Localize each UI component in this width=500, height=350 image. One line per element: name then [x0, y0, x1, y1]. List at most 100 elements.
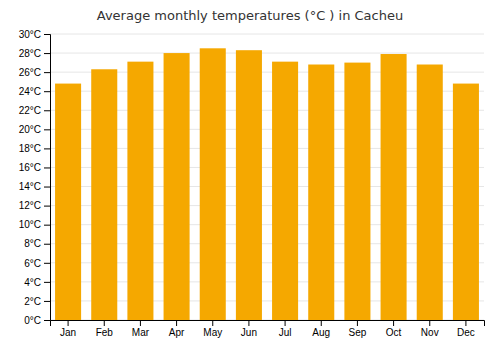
y-tick: 18°C	[19, 143, 50, 154]
y-tick-mark	[44, 320, 50, 321]
y-tick-mark	[44, 34, 50, 35]
grid	[50, 34, 484, 320]
y-tick: 10°C	[19, 219, 50, 230]
x-tick-label: Feb	[96, 327, 114, 338]
y-tick-mark	[44, 206, 50, 207]
y-tick: 22°C	[19, 105, 50, 116]
y-tick-mark	[44, 91, 50, 92]
y-tick-mark	[44, 244, 50, 245]
x-axis-line	[51, 321, 485, 327]
x-tick: Sep	[349, 320, 367, 338]
y-tick: 2°C	[24, 296, 50, 307]
x-tick-label: Mar	[132, 327, 150, 338]
grid-line	[50, 34, 484, 35]
y-tick: 30°C	[19, 29, 50, 40]
x-tick-label: Sep	[349, 327, 367, 338]
y-tick-label: 16°C	[19, 162, 41, 173]
bars	[55, 48, 479, 320]
y-tick-label: 8°C	[24, 238, 41, 249]
x-tick: Dec	[457, 320, 475, 338]
y-tick: 8°C	[24, 238, 50, 249]
title: Average monthly temperatures (°C ) in Ca…	[97, 8, 403, 23]
bar	[164, 53, 190, 320]
y-tick-mark	[44, 225, 50, 226]
y-tick-mark	[44, 167, 50, 168]
x-tick-mark	[68, 320, 69, 326]
x-tick-mark	[248, 320, 249, 326]
x-axis: Jan Feb Mar Apr May Jun Jul Aug Sep Oct Nov Dec	[51, 320, 485, 338]
bar	[272, 62, 298, 320]
x-tick: Aug	[312, 320, 330, 338]
x-tick-mark	[321, 320, 322, 326]
y-tick-label: 26°C	[19, 67, 41, 78]
x-tick: Feb	[96, 320, 114, 338]
y-tick-mark	[44, 148, 50, 149]
y-tick-label: 22°C	[19, 105, 41, 116]
chart: 0°C 2°C 4°C 6°C 8°C 10°C 12°C 14°C 16°C 18°C 20°C 2…	[0, 0, 500, 350]
y-tick: 24°C	[19, 86, 50, 97]
x-tick-mark	[465, 320, 466, 326]
x-tick-label: Nov	[421, 327, 439, 338]
bar	[417, 65, 443, 320]
x-tick: Nov	[421, 320, 439, 338]
y-tick-mark	[44, 53, 50, 54]
bar	[236, 50, 262, 320]
y-tick-label: 6°C	[24, 258, 41, 269]
x-tick-label: Jun	[241, 327, 257, 338]
y-tick-mark	[44, 187, 50, 188]
y-tick: 12°C	[19, 200, 50, 211]
y-tick: 4°C	[24, 277, 50, 288]
y-tick-label: 24°C	[19, 86, 41, 97]
x-tick-mark	[140, 320, 141, 326]
y-tick-label: 28°C	[19, 48, 41, 59]
x-tick-label: Aug	[312, 327, 330, 338]
x-tick-mark	[285, 320, 286, 326]
x-tick: Oct	[386, 320, 402, 338]
bar	[127, 62, 153, 320]
plot: 0°C 2°C 4°C 6°C 8°C 10°C 12°C 14°C 16°C 18°C 20°C 2…	[19, 29, 485, 338]
y-tick-label: 18°C	[19, 143, 41, 154]
bar	[91, 69, 117, 320]
x-tick-label: Dec	[457, 327, 475, 338]
x-tick: Mar	[132, 320, 150, 338]
bar	[381, 54, 407, 320]
y-tick-label: 30°C	[19, 29, 41, 40]
x-tick-label: May	[203, 327, 222, 338]
y-tick-label: 20°C	[19, 124, 41, 135]
x-tick-mark	[176, 320, 177, 326]
y-tick-mark	[44, 301, 50, 302]
y-axis-line	[44, 35, 51, 321]
x-tick-label: Jul	[279, 327, 292, 338]
bar	[308, 65, 334, 320]
y-tick-mark	[44, 129, 50, 130]
y-tick-mark	[44, 110, 50, 111]
x-tick: Jun	[241, 320, 257, 338]
y-tick: 16°C	[19, 162, 50, 173]
x-tick-mark	[357, 320, 358, 326]
y-tick: 26°C	[19, 67, 50, 78]
bar	[344, 63, 370, 320]
y-tick-label: 4°C	[24, 277, 41, 288]
y-tick-label: 14°C	[19, 181, 41, 192]
y-axis: 0°C 2°C 4°C 6°C 8°C 10°C 12°C 14°C 16°C 18°C 20°C 2…	[19, 29, 51, 326]
x-tick-label: Jan	[60, 327, 76, 338]
y-tick-mark	[44, 263, 50, 264]
x-tick: Jul	[279, 320, 292, 338]
y-tick: 0°C	[24, 315, 50, 326]
grid-line	[50, 53, 484, 54]
x-tick-mark	[104, 320, 105, 326]
y-tick: 20°C	[19, 124, 50, 135]
y-tick-label: 12°C	[19, 200, 41, 211]
y-tick-label: 10°C	[19, 219, 41, 230]
y-tick: 28°C	[19, 48, 50, 59]
x-tick-label: Apr	[169, 327, 185, 338]
bar	[453, 84, 479, 320]
y-tick-mark	[44, 282, 50, 283]
x-tick-mark	[429, 320, 430, 326]
y-tick-label: 0°C	[24, 315, 41, 326]
y-tick-label: 2°C	[24, 296, 41, 307]
x-tick-label: Oct	[386, 327, 402, 338]
bar	[55, 84, 81, 320]
x-tick-mark	[393, 320, 394, 326]
bar	[200, 48, 226, 320]
